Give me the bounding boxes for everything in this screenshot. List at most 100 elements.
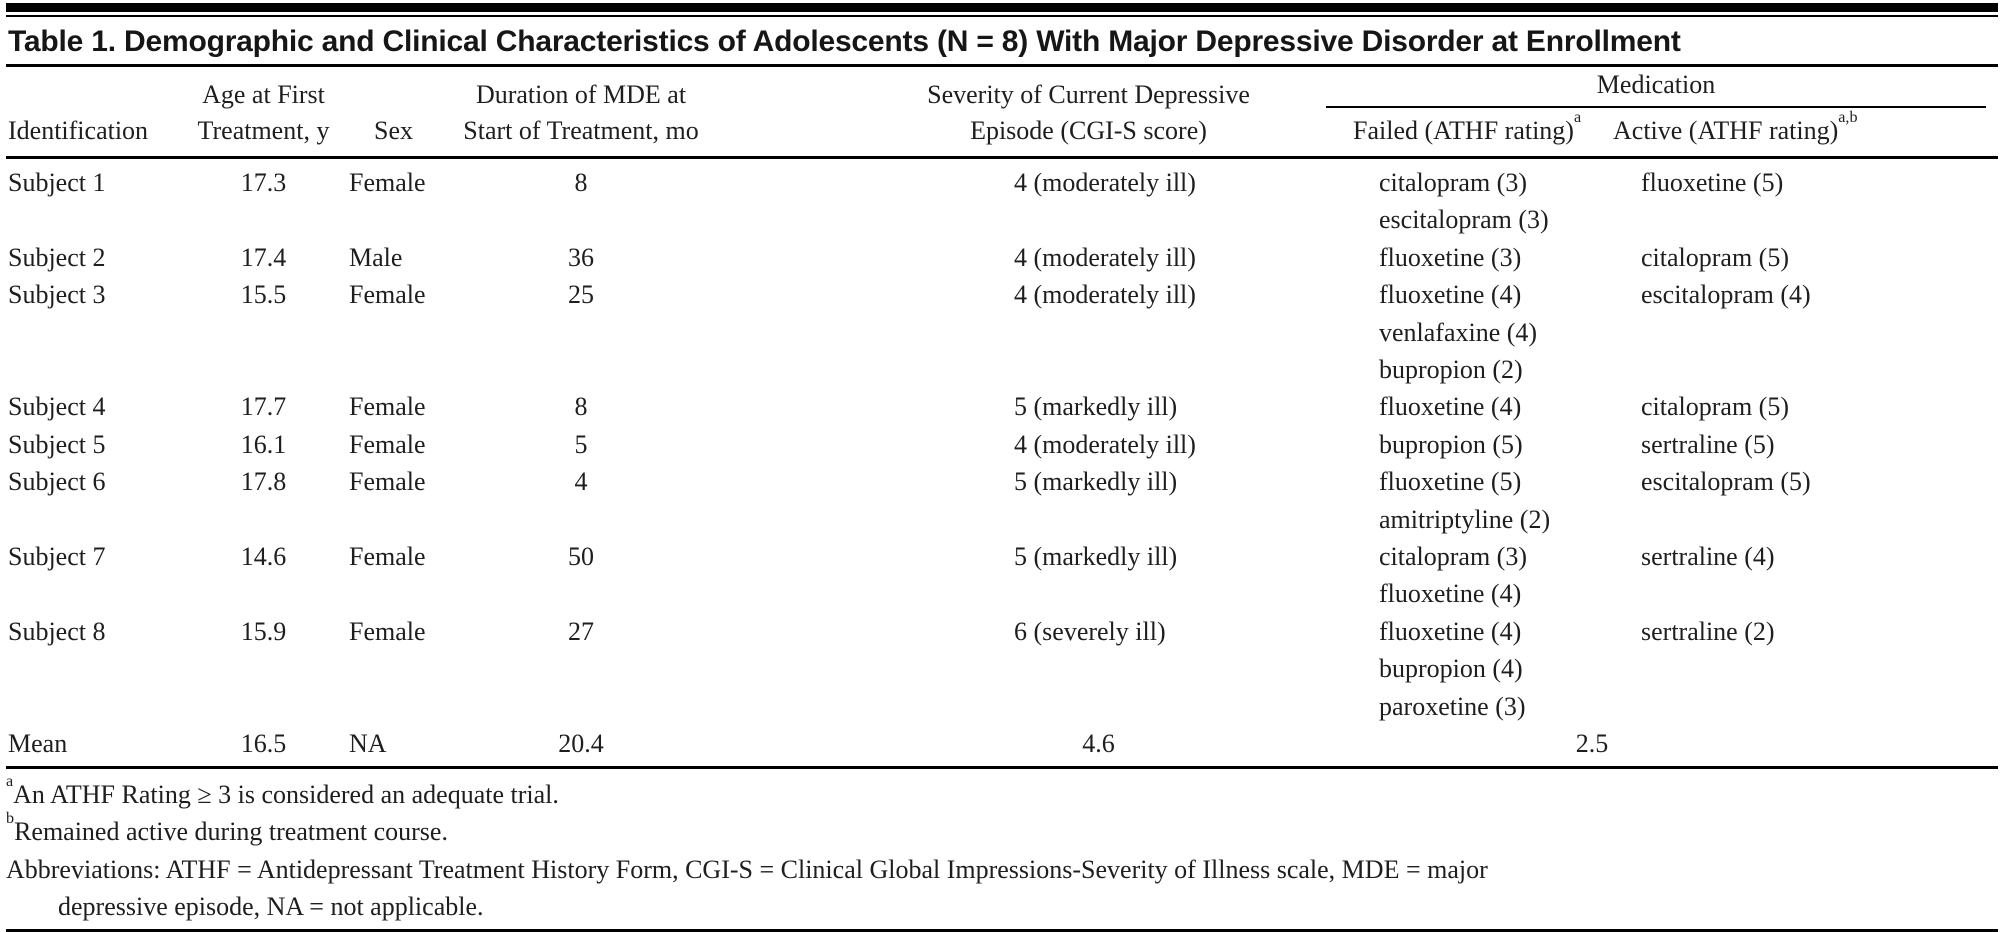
- journal-table-page: Table 1. Demographic and Clinical Charac…: [0, 3, 2007, 932]
- cell-age: 15.5: [240, 280, 287, 310]
- cell-duration: 8: [574, 392, 588, 422]
- cell-identification: Subject 2: [8, 242, 106, 272]
- cell-duration: 20.4: [451, 725, 711, 769]
- abbreviations-line1: Abbreviations: ATHF = Antidepressant Tre…: [6, 854, 1488, 884]
- cell-failed-medications: fluoxetine (4) bupropion (4) paroxetine …: [1326, 613, 1611, 725]
- cell-sex: NA: [336, 725, 451, 769]
- cell-severity: 5 (markedly ill): [1014, 392, 1178, 422]
- table-row: Subject 8 15.9 Female 27 6 (severely ill…: [6, 613, 1998, 725]
- cell-failed-medications: citalopram (3) escitalopram (3): [1326, 158, 1611, 239]
- col-header-medication-group: Medication: [1326, 67, 1998, 108]
- cell-identification: Subject 8: [8, 616, 106, 646]
- cell-failed-medications: bupropion (5): [1326, 426, 1611, 463]
- footnote-a-text: An ATHF Rating ≥ 3 is considered an adeq…: [13, 779, 559, 809]
- medication-entry: citalopram (3): [1379, 168, 1527, 197]
- col-header-severity-line2: Episode (CGI-S score): [970, 116, 1207, 145]
- medication-group-label: Medication: [1326, 67, 1987, 108]
- table-row: Subject 3 15.5 Female 25 4 (moderately i…: [6, 276, 1998, 388]
- col-header-sex: Sex: [336, 67, 451, 159]
- cell-active-medication: sertraline (2): [1611, 613, 1998, 725]
- cell-sex: Female: [349, 168, 426, 197]
- cell-severity: 4 (moderately ill): [1014, 280, 1196, 310]
- cell-active-medication: sertraline (5): [1611, 426, 1998, 463]
- cell-failed-medications: citalopram (3) fluoxetine (4): [1326, 538, 1611, 613]
- table-row: Subject 7 14.6 Female 50 5 (markedly ill…: [6, 538, 1998, 613]
- medication-entry: citalopram (5): [1641, 392, 1789, 422]
- footnote-b: bRemained active during treatment course…: [6, 810, 1998, 851]
- medication-entry: fluoxetine (5): [1641, 168, 1784, 197]
- cell-identification: Mean: [6, 725, 191, 769]
- medication-entry: citalopram (5): [1641, 242, 1789, 272]
- footnote-b-marker: b: [6, 810, 15, 828]
- cell-failed-medications: fluoxetine (3): [1326, 239, 1611, 276]
- col-header-age: Age at First Treatment, y: [191, 67, 336, 159]
- cell-sex: Female: [349, 392, 426, 422]
- cell-duration: 27: [568, 616, 594, 646]
- cell-severity: 4.6: [711, 725, 1326, 769]
- cell-age: 14.6: [240, 542, 287, 572]
- cell-identification: Subject 5: [8, 429, 106, 459]
- mean-row: Mean 16.5 NA 20.4 4.6 2.5: [6, 725, 1999, 769]
- title-rule: [6, 64, 1998, 67]
- table-title: Table 1. Demographic and Clinical Charac…: [8, 25, 1681, 58]
- medication-entry: fluoxetine (4): [1379, 392, 1522, 422]
- medication-entry: fluoxetine (5): [1379, 467, 1522, 497]
- cell-identification: Subject 3: [8, 280, 106, 310]
- col-header-age-line2: Treatment, y: [197, 116, 330, 145]
- failed-footnote-marker: a: [1573, 109, 1582, 127]
- medication-entry: bupropion (5): [1379, 429, 1523, 459]
- cell-sex: Female: [349, 542, 426, 572]
- cell-severity: 5 (markedly ill): [1014, 542, 1178, 572]
- cell-active-medication: sertraline (4): [1611, 538, 1998, 613]
- cell-failed-medications: fluoxetine (4) venlafaxine (4) bupropion…: [1326, 276, 1611, 388]
- cell-sex: Female: [349, 280, 426, 310]
- footnote-b-text: Remained active during treatment course.: [14, 817, 448, 846]
- table-body: Subject 1 17.3 Female 8 4 (moderately il…: [6, 158, 1999, 769]
- col-header-identification: Identification: [6, 67, 191, 159]
- medication-entry: amitriptyline (2): [1379, 504, 1551, 534]
- col-header-severity: Severity of Current Depressive Episode (…: [711, 67, 1326, 159]
- col-header-age-line1: Age at First: [202, 80, 325, 109]
- failed-label: Failed (ATHF rating): [1353, 116, 1574, 145]
- medication-entry: fluoxetine (4): [1379, 616, 1522, 646]
- header-row-sub: Failed (ATHF rating)a Active (ATHF ratin…: [6, 108, 1999, 159]
- medication-entry: escitalopram (3): [1379, 205, 1549, 235]
- medication-entry: venlafaxine (4): [1379, 317, 1538, 347]
- cell-age: 17.4: [240, 242, 287, 272]
- cell-mean-medication: 2.5: [1326, 725, 1999, 769]
- cell-age: 17.3: [240, 168, 287, 197]
- col-header-active: Active (ATHF rating)a,b: [1611, 108, 1999, 159]
- cell-age: 15.9: [240, 616, 287, 646]
- footnote-a: aAn ATHF Rating ≥ 3 is considered an ade…: [6, 773, 1998, 814]
- medication-entry: escitalopram (5): [1641, 467, 1811, 497]
- medication-entry: citalopram (3): [1379, 542, 1527, 572]
- cell-active-medication: fluoxetine (5): [1611, 158, 1998, 239]
- cell-severity: 6 (severely ill): [1014, 616, 1166, 646]
- col-header-failed: Failed (ATHF rating)a: [1326, 108, 1611, 159]
- cell-sex: Female: [349, 616, 426, 646]
- cell-sex: Male: [349, 242, 403, 272]
- characteristics-table: Identification Age at First Treatment, y…: [6, 67, 1999, 769]
- cell-duration: 5: [574, 429, 588, 459]
- cell-sex: Female: [349, 467, 426, 497]
- cell-identification: Subject 4: [8, 392, 106, 422]
- medication-entry: sertraline (2): [1641, 616, 1775, 646]
- medication-entry: escitalopram (4): [1641, 280, 1811, 310]
- header-row-group: Identification Age at First Treatment, y…: [6, 67, 1998, 159]
- cell-identification: Subject 1: [8, 168, 106, 197]
- cell-identification: Subject 7: [8, 542, 106, 572]
- cell-age: 16.1: [240, 429, 287, 459]
- cell-active-medication: citalopram (5): [1611, 239, 1998, 276]
- active-footnote-marker: a,b: [1838, 109, 1858, 127]
- cell-severity: 5 (markedly ill): [1014, 467, 1178, 497]
- cell-identification: Subject 6: [8, 467, 106, 497]
- medication-entry: fluoxetine (3): [1379, 242, 1522, 272]
- cell-failed-medications: fluoxetine (4): [1326, 388, 1611, 425]
- abbreviations-line2: depressive episode, NA = not applicable.: [58, 892, 484, 921]
- cell-duration: 25: [568, 280, 594, 310]
- table-row: Subject 1 17.3 Female 8 4 (moderately il…: [6, 158, 1998, 239]
- col-header-severity-line1: Severity of Current Depressive: [927, 80, 1250, 109]
- col-header-duration-line1: Duration of MDE at: [475, 80, 687, 109]
- table-row: Subject 2 17.4 Male 36 4 (moderately ill…: [6, 239, 1998, 276]
- cell-sex: Female: [349, 429, 426, 459]
